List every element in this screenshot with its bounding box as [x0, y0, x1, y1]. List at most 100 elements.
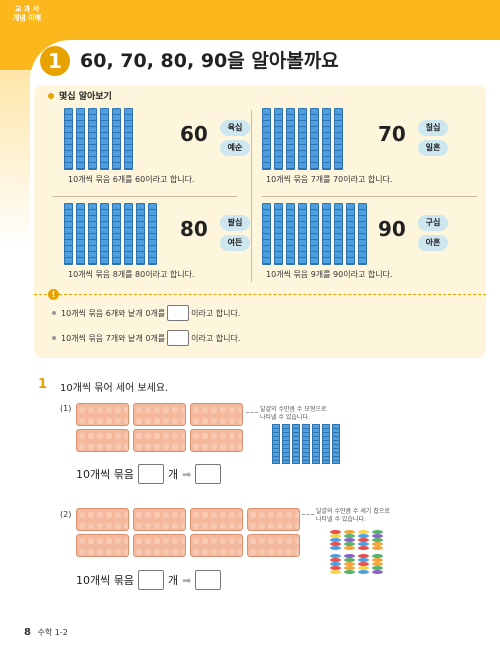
note-divider [34, 294, 486, 295]
reading-native: 예순 [220, 140, 250, 156]
chip-stack [372, 530, 383, 550]
ten-stick [298, 203, 307, 265]
answer-line-part1: 10개씩 묶음 개 ➡ [76, 464, 222, 484]
counting-chip [330, 534, 341, 538]
quadrant-description: 10개씩 묶음 7개를 70이라고 합니다. [266, 175, 393, 184]
counting-chip [344, 562, 355, 566]
part-1-label: (1) [60, 404, 72, 413]
reading-sino: 팔십 [220, 215, 250, 231]
ten-stick [274, 203, 283, 265]
subject-label: 수학 1-2 [37, 628, 68, 637]
cube-stick [332, 424, 340, 464]
callout-part2: 달걀의 수만큼 수 세기 칩으로 나타낼 수 있습니다. [316, 508, 390, 524]
counting-chip [358, 554, 369, 558]
counting-chip [344, 530, 355, 534]
counting-chip [372, 538, 383, 542]
number-label: 60 [180, 122, 208, 146]
counting-chip [330, 546, 341, 550]
divider-horizontal-left [52, 196, 237, 197]
ten-stick [136, 203, 145, 265]
ten-sticks [262, 203, 367, 265]
cube-stick [312, 424, 320, 464]
number-label: 80 [180, 217, 208, 241]
ten-stick [76, 108, 85, 170]
ten-stick [286, 108, 295, 170]
badge-line2: 개념 이해 [12, 14, 42, 22]
callout-line1: 달걀의 수만큼 수 모형으로 [260, 406, 327, 413]
egg-tray [133, 429, 186, 452]
callout-line2: 나타낼 수 있습니다. [316, 516, 366, 523]
counting-chip [372, 558, 383, 562]
unit-cube-sticks [272, 424, 340, 464]
bundle-count-blank[interactable] [137, 570, 164, 590]
egg-tray [76, 508, 129, 531]
answer-blank[interactable] [167, 330, 190, 346]
answer-blank[interactable] [167, 305, 190, 321]
cube-stick [282, 424, 290, 464]
ten-stick [124, 203, 133, 265]
egg-tray [76, 403, 129, 426]
total-blank[interactable] [195, 464, 222, 484]
callout-leader [302, 514, 314, 515]
fill-in-text-a: 10개씩 묶음 7개와 낱개 0개를 [61, 333, 166, 343]
bundle-count-blank[interactable] [137, 464, 164, 484]
bullet-dot-icon [52, 336, 56, 340]
quadrant-description: 10개씩 묶음 6개를 60이라고 합니다. [68, 175, 195, 184]
egg-tray [190, 508, 243, 531]
ten-sticks [262, 108, 343, 170]
ten-stick [322, 203, 331, 265]
ten-stick [112, 108, 121, 170]
callout-line2: 나타낼 수 있습니다. [260, 414, 310, 421]
counting-chip [344, 566, 355, 570]
quadrant-80: 80 팔십 여든 10개씩 묶음 8개를 80이라고 합니다. [40, 203, 250, 288]
egg-tray [76, 534, 129, 557]
page-footer: 8 수학 1-2 [24, 627, 68, 638]
number-label: 70 [378, 122, 406, 146]
counting-chip [330, 542, 341, 546]
counting-chip [344, 554, 355, 558]
ten-stick [100, 108, 109, 170]
quadrant-60: 60 육십 예순 10개씩 묶음 6개를 60이라고 합니다. [40, 108, 250, 193]
ten-stick [64, 108, 73, 170]
counting-chip [330, 530, 341, 534]
ten-stick [112, 203, 121, 265]
counting-chip [330, 566, 341, 570]
chip-stack [330, 530, 341, 550]
counting-chip [372, 570, 383, 574]
fill-in-text-b: 이라고 합니다. [191, 308, 241, 318]
ten-stick [322, 108, 331, 170]
counting-chip [344, 534, 355, 538]
arrow-right-icon: ➡ [182, 573, 192, 587]
divider-horizontal-right [262, 196, 477, 197]
ten-sticks [64, 108, 133, 170]
egg-tray [247, 534, 300, 557]
egg-tray [133, 508, 186, 531]
counting-chip [358, 546, 369, 550]
badge-line1: 교 과 서 [14, 5, 40, 13]
total-blank[interactable] [195, 570, 222, 590]
egg-tray [190, 403, 243, 426]
counting-chip [344, 546, 355, 550]
counting-chip [372, 542, 383, 546]
counting-chip [344, 570, 355, 574]
counting-chip [344, 558, 355, 562]
fill-in-line-1: 10개씩 묶음 6개와 낱개 0개를 이라고 합니다. [52, 305, 240, 321]
ten-stick [334, 203, 343, 265]
egg-tray [133, 534, 186, 557]
counting-chip [372, 546, 383, 550]
chip-stack [330, 554, 341, 574]
counting-chip [358, 562, 369, 566]
chip-stack [344, 530, 355, 550]
cube-stick [272, 424, 280, 464]
counting-chip [344, 538, 355, 542]
bullet-dot-icon [48, 92, 54, 99]
fill-in-line-2: 10개씩 묶음 7개와 낱개 0개를 이라고 합니다. [52, 330, 240, 346]
chip-stack [358, 530, 369, 550]
egg-tray [76, 429, 129, 452]
ten-stick [358, 203, 367, 265]
counting-chip [358, 558, 369, 562]
quadrant-70: 70 칠십 일흔 10개씩 묶음 7개를 70이라고 합니다. [238, 108, 448, 193]
counting-chip [358, 566, 369, 570]
quadrant-90: 90 구십 아흔 10개씩 묶음 9개를 90이라고 합니다. [238, 203, 448, 288]
counting-chip [372, 530, 383, 534]
